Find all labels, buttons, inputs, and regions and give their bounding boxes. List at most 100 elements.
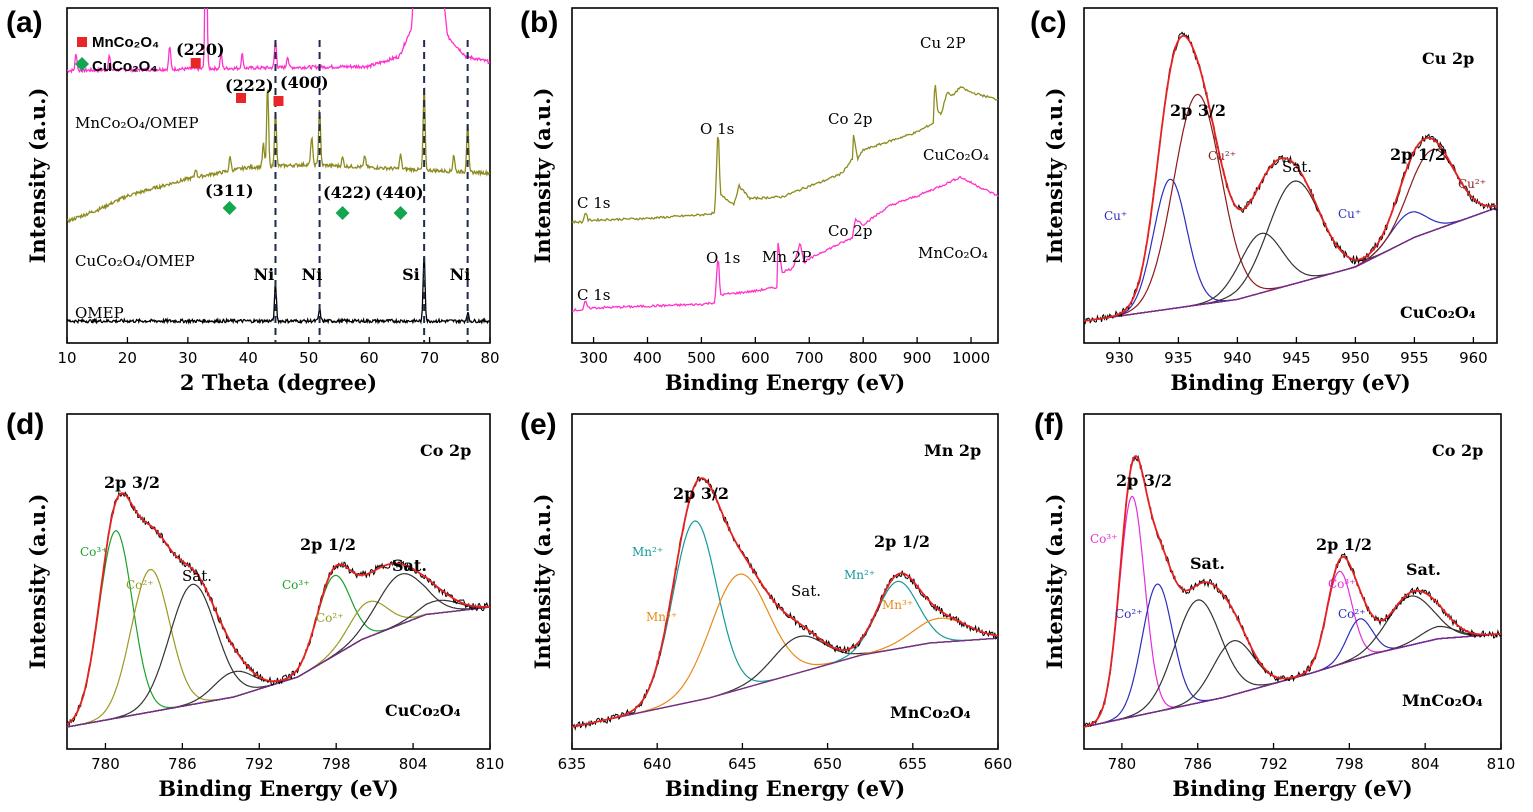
raw-spectrum: [572, 476, 998, 731]
x-tick-label: 1000: [952, 349, 990, 367]
component-label: Mn³⁺: [646, 610, 677, 624]
x-tick-label: 935: [1164, 349, 1193, 367]
peak-region-label: 2p 1/2: [1316, 535, 1372, 554]
fit-component-peak: [1084, 618, 1501, 728]
x-tick-label: 30: [178, 349, 197, 367]
component-label: Cu²⁺: [1458, 177, 1486, 191]
fit-envelope: [67, 492, 490, 726]
core-level-title: Mn 2p: [924, 441, 981, 460]
hkl-label: (400): [280, 73, 329, 92]
peak-label: Co 2p: [828, 222, 872, 240]
y-axis-label: Intensity (a.u.): [1042, 494, 1067, 670]
plot-frame: [571, 413, 999, 750]
series-label-omep: OMEP: [75, 304, 124, 322]
survey-series-line: [571, 175, 999, 312]
x-tick-label: 400: [633, 349, 662, 367]
x-tick-label: 960: [1459, 349, 1488, 367]
x-tick-label: 700: [795, 349, 824, 367]
peak-region-label: Sat.: [392, 556, 427, 575]
x-tick-label: 80: [480, 349, 499, 367]
x-tick-label: 780: [1108, 755, 1137, 773]
fit-envelope: [572, 477, 998, 728]
component-label: Co³⁺: [282, 578, 310, 592]
x-tick-label: 786: [1183, 755, 1212, 773]
panel-e-letter: (e): [520, 408, 557, 441]
peak-region-label: 2p 3/2: [104, 473, 160, 492]
hkl-label: (440): [375, 183, 424, 202]
sat-label: Sat.: [182, 567, 212, 585]
plot-frame: [66, 413, 491, 750]
peak-label: Cu 2P: [920, 34, 966, 52]
cu-phase-marker: [393, 206, 408, 220]
sample-name: CuCo₂O₄: [1400, 303, 1476, 322]
cu-phase-marker: [222, 201, 237, 215]
plot-frame: [571, 7, 999, 344]
legend-square-marker: [77, 37, 87, 47]
x-tick-label: 60: [360, 349, 379, 367]
peak-label: O 1s: [700, 120, 734, 138]
peak-region-label: 2p 3/2: [1116, 471, 1172, 490]
hkl-label: (220): [176, 40, 225, 59]
peak-region-label: Sat.: [1190, 554, 1225, 573]
cu-phase-marker: [335, 206, 350, 220]
core-level-title: Co 2p: [1432, 441, 1483, 460]
x-tick-label: 600: [741, 349, 770, 367]
phase-label: Si: [402, 265, 420, 284]
x-tick-label: 798: [322, 755, 351, 773]
xrd-series-line: [67, 257, 490, 325]
x-tick-label: 798: [1335, 755, 1364, 773]
x-tick-label: 40: [239, 349, 258, 367]
x-tick-label: 950: [1341, 349, 1370, 367]
legend-label-mnco2o4: MnCo₂O₄: [92, 34, 159, 51]
x-tick-label: 645: [728, 755, 757, 773]
component-label: Co²⁺: [1338, 607, 1366, 621]
series-label-mnco2o4: MnCo₂O₄: [918, 244, 988, 262]
x-axis-label: Binding Energy (eV): [665, 370, 905, 395]
peak-label: Co 2p: [828, 110, 872, 128]
x-tick-label: 786: [168, 755, 197, 773]
x-tick-label: 300: [579, 349, 608, 367]
x-tick-label: 50: [299, 349, 318, 367]
series-label-cuco2o4: CuCo₂O₄: [923, 146, 989, 164]
x-tick-label: 780: [91, 755, 120, 773]
phase-label: Ni: [253, 265, 274, 284]
panel-c-cu2p-chart: (c) 930 935 940 945 950 955 960 Binding Energy …: [1030, 6, 1498, 395]
x-tick-label: 792: [245, 755, 274, 773]
mn-phase-marker: [190, 58, 201, 68]
fit-background: [1084, 206, 1497, 322]
x-tick-label: 635: [558, 755, 587, 773]
y-axis-label: Intensity (a.u.): [530, 494, 555, 670]
xrd-series-line: [67, 8, 490, 74]
panel-c-letter: (c): [1030, 6, 1067, 39]
peak-label: C 1s: [577, 286, 611, 304]
component-label: Co²⁺: [126, 578, 154, 592]
xrd-series-line: [67, 86, 490, 224]
panel-d-co2p-chart: (d) 780 786 792 798 804 810 Binding Energy (eV…: [6, 408, 504, 801]
fit-background: [1084, 633, 1501, 728]
peak-region-label: 2p 3/2: [673, 484, 729, 503]
phase-label: Ni: [450, 265, 471, 284]
plot-frame: [1083, 413, 1502, 750]
raw-spectrum: [1084, 31, 1497, 325]
component-label: Mn³⁺: [882, 598, 913, 612]
y-axis-label: Intensity (a.u.): [25, 88, 50, 264]
x-axis-label: Binding Energy (eV): [158, 776, 398, 801]
raw-spectrum: [67, 491, 490, 726]
hkl-label: (422): [323, 183, 372, 202]
mn-phase-marker: [273, 96, 284, 106]
fit-background: [67, 606, 490, 728]
peak-label: C 1s: [577, 194, 611, 212]
x-tick-label: 955: [1400, 349, 1429, 367]
x-tick-label: 70: [420, 349, 439, 367]
x-tick-label: 945: [1282, 349, 1311, 367]
panel-f-letter: (f): [1034, 408, 1064, 441]
raw-spectrum: [1084, 454, 1501, 728]
y-axis-label: Intensity (a.u.): [25, 494, 50, 670]
x-tick-label: 10: [57, 349, 76, 367]
hkl-label: (222): [225, 76, 274, 95]
x-tick-label: 810: [1487, 755, 1516, 773]
mn-phase-marker: [236, 93, 247, 103]
legend-diamond-marker: [75, 57, 89, 71]
x-tick-label: 804: [1411, 755, 1440, 773]
x-tick-label: 792: [1259, 755, 1288, 773]
